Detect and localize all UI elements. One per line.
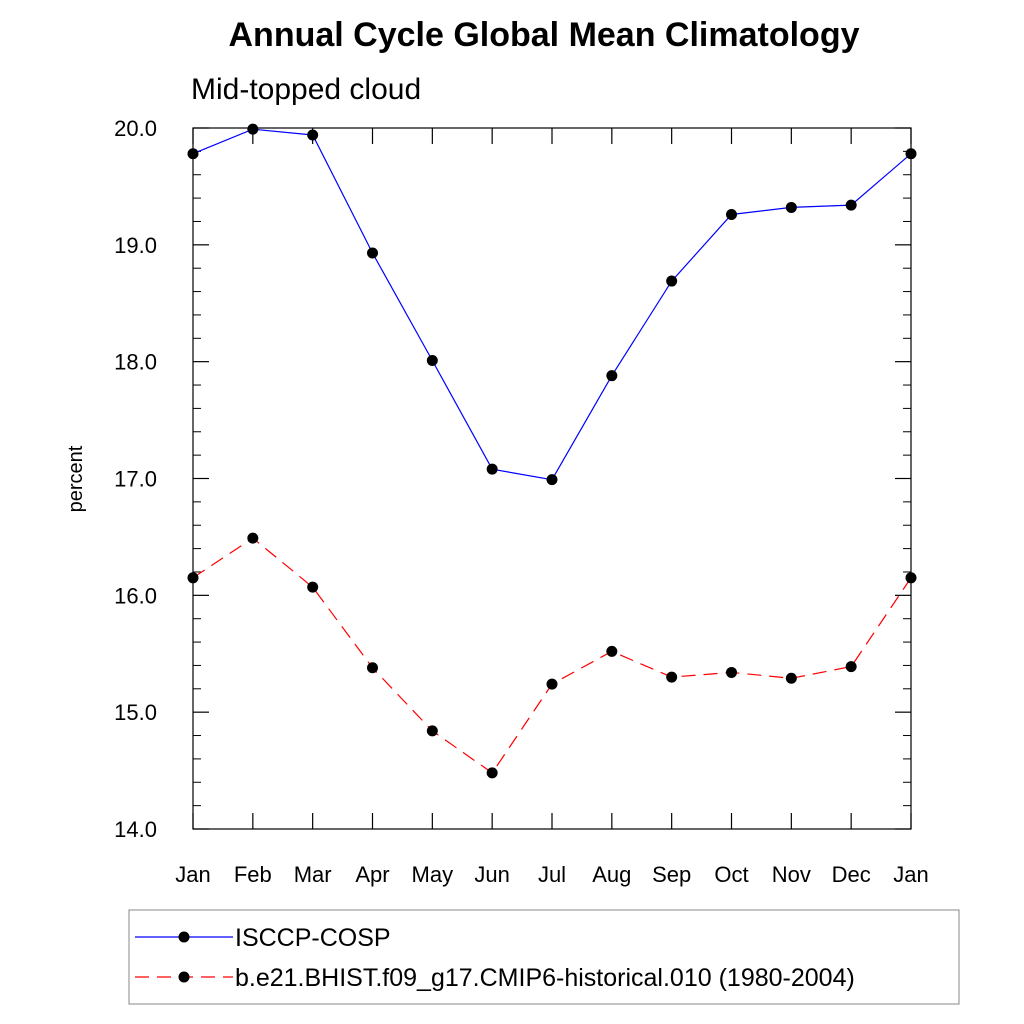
series-2-point bbox=[666, 671, 678, 683]
series-2-point bbox=[187, 572, 199, 584]
series-2-point bbox=[905, 572, 917, 584]
series-2-point bbox=[367, 662, 378, 674]
y-tick-label: 17.0 bbox=[114, 467, 157, 492]
series-1-point bbox=[546, 474, 558, 486]
x-tick-label: Jan bbox=[175, 862, 210, 887]
y-tick-label: 16.0 bbox=[114, 583, 157, 608]
y-axis-label: percent bbox=[65, 445, 87, 512]
series-1-point bbox=[606, 370, 618, 382]
x-tick-label: Feb bbox=[234, 862, 272, 887]
series-layer bbox=[187, 123, 917, 779]
series-2-point bbox=[307, 581, 319, 593]
series-2-point bbox=[546, 678, 558, 690]
series-2-point bbox=[486, 767, 498, 779]
series-1-point bbox=[307, 129, 319, 141]
y-tick-label: 15.0 bbox=[114, 700, 157, 725]
x-tick-label: May bbox=[412, 862, 454, 887]
series-2-point bbox=[606, 645, 618, 657]
x-tick-label: Oct bbox=[714, 862, 748, 887]
x-tick-label: Jan bbox=[893, 862, 928, 887]
x-tick-label: Dec bbox=[832, 862, 871, 887]
series-2-point bbox=[247, 532, 259, 544]
series-2-point bbox=[845, 661, 857, 673]
series-1-point bbox=[845, 199, 857, 211]
legend-box bbox=[128, 909, 960, 1005]
y-tick-label: 18.0 bbox=[114, 350, 157, 375]
x-tick-label: Sep bbox=[652, 862, 691, 887]
series-line-2 bbox=[192, 537, 912, 774]
x-tick-label: Apr bbox=[355, 862, 389, 887]
series-2-point bbox=[426, 725, 438, 737]
series-1-point bbox=[426, 354, 438, 366]
series-1-point bbox=[726, 208, 737, 220]
series-line-1 bbox=[192, 128, 912, 481]
legend-label-2: b.e21.BHIST.f09_g17.CMIP6-historical.010… bbox=[235, 964, 855, 992]
legend: ISCCP-COSP b.e21.BHIST.f09_g17.CMIP6-hist… bbox=[135, 924, 855, 992]
series-1-point bbox=[187, 148, 199, 160]
y-tick-label: 19.0 bbox=[114, 233, 157, 258]
x-tick-label: Jul bbox=[538, 862, 566, 887]
series-1-point bbox=[666, 275, 678, 287]
legend-marker-1 bbox=[178, 931, 190, 943]
series-1-point bbox=[247, 123, 259, 135]
x-tick-label: Mar bbox=[294, 862, 332, 887]
chart-title: Annual Cycle Global Mean Climatology bbox=[229, 16, 860, 54]
y-tick-label: 14.0 bbox=[114, 817, 157, 842]
y-tick-label: 20.0 bbox=[114, 116, 157, 141]
legend-marker-2 bbox=[178, 971, 190, 983]
series-1-point bbox=[367, 247, 378, 259]
x-tick-label: Nov bbox=[772, 862, 811, 887]
series-2-point bbox=[726, 666, 737, 678]
legend-label-1: ISCCP-COSP bbox=[235, 924, 391, 952]
series-2-point bbox=[785, 672, 797, 684]
series-1-point bbox=[785, 201, 797, 213]
x-tick-label: Jun bbox=[474, 862, 509, 887]
chart-subtitle: Mid-topped cloud bbox=[191, 73, 421, 106]
series-1-point bbox=[905, 148, 917, 160]
x-tick-label: Aug bbox=[592, 862, 631, 887]
ticks-layer: Jan Feb Mar Apr May Jun Jul Aug Sep Oct Nov Dec Jan 1… bbox=[114, 116, 929, 887]
series-1-point bbox=[486, 463, 498, 475]
